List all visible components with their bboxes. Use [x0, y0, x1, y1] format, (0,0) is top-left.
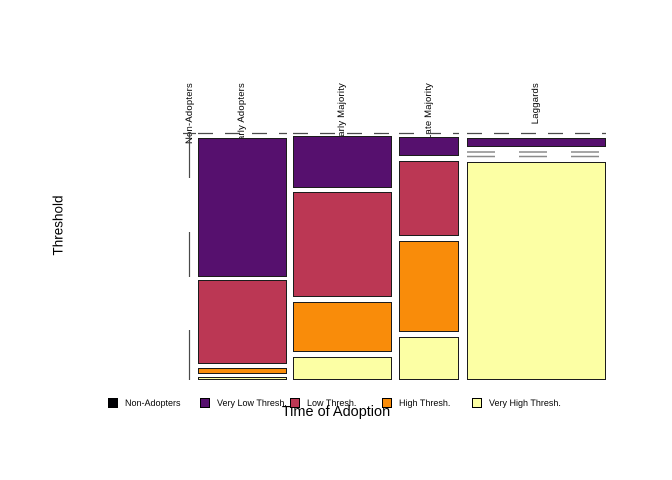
column-label-laggards: Laggards	[530, 83, 541, 125]
legend-label: Low Thresh.	[307, 398, 357, 408]
legend-item-non-adopters: Non-Adopters	[108, 398, 181, 408]
mosaic-cell-early-majority-low-thresh-	[293, 192, 392, 297]
mosaic-cell-late-majority-very-low-thresh-	[399, 137, 459, 156]
mosaic-cell-laggards-very-high-thresh-	[467, 162, 606, 380]
legend-item-very-high-thresh-: Very High Thresh.	[472, 398, 561, 408]
mosaic-cell-early-majority-very-low-thresh-	[293, 136, 392, 188]
column-label-late-majority: Late Majority	[423, 83, 434, 140]
legend-item-low-thresh-: Low Thresh.	[290, 398, 356, 408]
legend-label: Very Low Thresh.	[217, 398, 287, 408]
mosaic-cell-early-majority-very-high-thresh-	[293, 357, 392, 380]
mosaic-cell-early-adopters-high-thresh-	[198, 368, 287, 374]
mosaic-cell-late-majority-very-high-thresh-	[399, 337, 459, 380]
mosaic-cell-late-majority-low-thresh-	[399, 161, 459, 236]
legend-label: Non-Adopters	[125, 398, 181, 408]
mosaic-cell-early-adopters-very-low-thresh-	[198, 138, 287, 277]
legend-swatch-icon	[382, 398, 392, 408]
column-label-early-majority: Early Majority	[336, 83, 347, 144]
legend-label: Very High Thresh.	[489, 398, 561, 408]
legend-label: High Thresh.	[399, 398, 451, 408]
mosaic-cell-early-majority-high-thresh-	[293, 302, 392, 352]
mosaic-cell-late-majority-high-thresh-	[399, 241, 459, 332]
y-axis-label-wrap: Threshold	[0, 0, 116, 450]
mosaic-cell-early-adopters-very-high-thresh-	[198, 377, 287, 380]
y-axis-label: Threshold	[50, 194, 66, 256]
legend-swatch-icon	[108, 398, 118, 408]
legend-swatch-icon	[472, 398, 482, 408]
x-axis-label: Time of Adoption	[281, 404, 391, 420]
mosaic-cell-early-adopters-low-thresh-	[198, 280, 287, 364]
legend-swatch-icon	[290, 398, 300, 408]
legend-item-high-thresh-: High Thresh.	[382, 398, 450, 408]
legend-item-very-low-thresh-: Very Low Thresh.	[200, 398, 287, 408]
column-label-non-adopters: Non-Adopters	[184, 83, 195, 145]
mosaic-cell-laggards-very-low-thresh-	[467, 138, 606, 147]
legend-swatch-icon	[200, 398, 210, 408]
